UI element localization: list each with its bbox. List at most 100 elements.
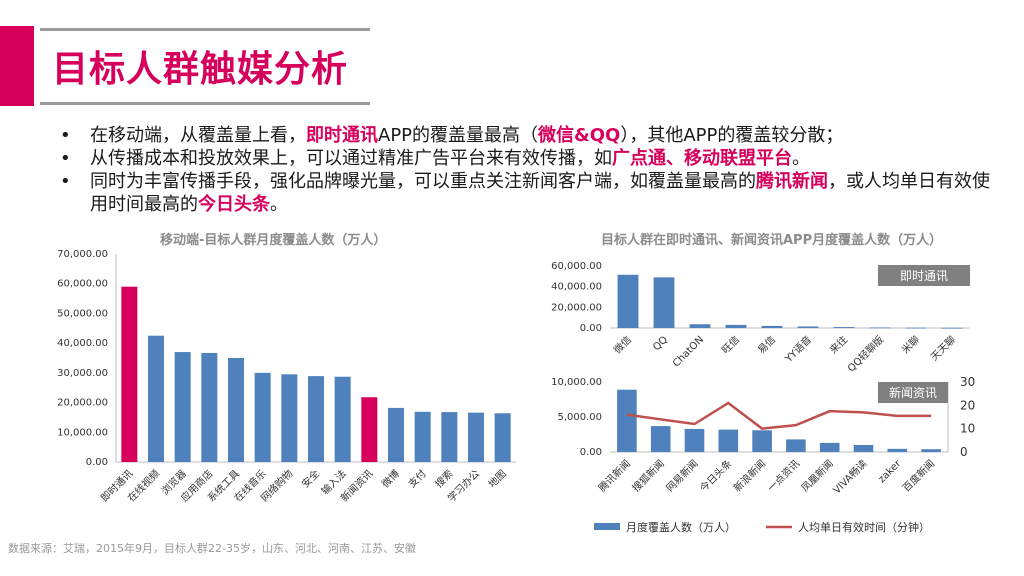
chart2-y-tick: 20,000.00 (551, 302, 602, 313)
chart2-category-label: ChatON (671, 334, 706, 369)
chart3-y2-tick: 10 (960, 422, 975, 436)
bullet-segment: APP的覆盖量最高（ (378, 125, 539, 146)
chart2-bar (617, 274, 639, 328)
chart2-category-label: QQ (651, 334, 670, 353)
chart3-bar (752, 430, 772, 452)
chart3-bar (887, 448, 908, 452)
chart1-bar (441, 412, 458, 462)
chart3-bar (718, 429, 739, 452)
chart1-category-label: 微博 (379, 467, 402, 490)
chart1-bar (201, 352, 218, 462)
bullet-segment: 。 (792, 148, 810, 169)
bullet-text: 在移动端，从覆盖量上看，即时通讯APP的覆盖量最高（微信&QQ），其他APP的覆… (90, 124, 843, 147)
chart1-bar (254, 372, 271, 462)
chart2-bar (869, 327, 891, 329)
bullet-dot: • (60, 125, 71, 146)
chart1-bar (121, 286, 138, 462)
chart3-category-label: 腾讯新闻 (596, 457, 633, 494)
chart1-y-tick: 10,000.00 (57, 427, 108, 438)
bullet-list: • 在移动端，从覆盖量上看，即时通讯APP的覆盖量最高（微信&QQ），其他APP的… (60, 124, 1000, 216)
bullet-segment: ，或人均单日有效使用时间最高的 (90, 171, 990, 215)
bullet-text: 从传播成本和投放效果上，可以通过精准广告平台来有效传播，如广点通、移动联盟平台。 (90, 147, 810, 170)
chart3-category-label: 今日头条 (697, 457, 734, 494)
chart1-category-label: 支付 (405, 467, 428, 490)
bullet-segment: ），其他APP的覆盖较分散； (620, 125, 844, 146)
chart1-bar (308, 376, 324, 462)
bullet-segment: 同时为丰富传播手段，强化品牌曝光量，可以重点关注新闻客户端，如覆盖量最高的 (90, 171, 756, 192)
chart1-category-label: 地图 (485, 467, 508, 490)
chart2-category-label: 米聊 (899, 333, 922, 356)
chart3-y-tick: 10,000.00 (551, 377, 602, 388)
legend-bar-label: 月度覆盖人数（万人） (626, 520, 736, 534)
chart3-category-label: 凤凰新闻 (798, 457, 835, 494)
chart2-y-tick: 40,000.00 (551, 282, 602, 293)
chart2-panel-tag (878, 265, 970, 286)
chart3-category-label: 搜狐新闻 (629, 457, 666, 494)
chart3-category-label: zaker (876, 458, 904, 486)
chart1-y-tick: 40,000.00 (57, 338, 108, 349)
chart3-time-line (626, 401, 932, 430)
bullet-item: • 从传播成本和投放效果上，可以通过精准广告平台来有效传播，如广点通、移动联盟平台… (60, 147, 1000, 170)
legend-bar-swatch (594, 523, 620, 530)
chart1-y-tick: 20,000.00 (57, 398, 108, 409)
chart1-bar (468, 412, 484, 462)
chart2-category-label: 旺信 (719, 334, 742, 357)
chart1-bar (228, 358, 244, 462)
chart3-category-label: VIVA畅读 (830, 457, 869, 496)
bullet-item: • 在移动端，从覆盖量上看，即时通讯APP的覆盖量最高（微信&QQ），其他APP的… (60, 124, 1000, 147)
chart2-bar (689, 324, 711, 328)
chart3-y-tick: 5,000.00 (557, 412, 602, 423)
chart2-bar (761, 325, 783, 328)
chart1-bar (494, 413, 511, 462)
chart3-category-label: 百度新闻 (900, 457, 937, 494)
chart2-bar (653, 277, 675, 328)
title-divider-bottom (40, 102, 370, 105)
bullet-highlight: 微信&QQ (538, 125, 621, 146)
chart2-category-label: 微信 (611, 333, 634, 356)
chart2-category-label: 来往 (827, 333, 850, 356)
bullet-highlight: 即时通讯 (306, 125, 378, 146)
bullet-highlight: 腾讯新闻 (756, 171, 828, 192)
bullet-segment: 在移动端，从覆盖量上看， (90, 125, 306, 146)
chart2-bar (905, 327, 927, 329)
chart3-category-label: 一点资讯 (765, 458, 802, 495)
chart2-category-label: YY语音 (781, 333, 814, 366)
bullet-text: 同时为丰富传播手段，强化品牌曝光量，可以重点关注新闻客户端，如覆盖量最高的腾讯新… (90, 170, 1000, 216)
chart2-panel-tag-label: 即时通讯 (900, 269, 948, 283)
bullet-item: • 同时为丰富传播手段，强化品牌曝光量，可以重点关注新闻客户端，如覆盖量最高的腾讯… (60, 170, 1000, 216)
bullet-dot: • (60, 148, 71, 169)
chart3-category-label: 新浪新闻 (731, 457, 768, 494)
chart1-category-label: 搜索 (432, 467, 455, 490)
chart2-title: 目标人群在即时通讯、新闻资讯APP月度覆盖人数（万人） (601, 233, 943, 248)
bullet-segment: 。 (270, 194, 288, 215)
chart3-y-tick: 0.00 (580, 447, 602, 458)
chart3-y2-tick: 20 (960, 398, 975, 412)
legend-line-label: 人均单日有效时间（分钟） (798, 520, 930, 534)
chart3-panel-tag (878, 382, 948, 403)
chart3-bar (921, 449, 941, 452)
chart3-category-label: 网易新闻 (663, 457, 700, 494)
chart2-category-label: QQ轻聊版 (845, 333, 887, 375)
chart1-y-tick: 70,000.00 (57, 249, 108, 260)
chart1-bar (334, 376, 351, 462)
chart2-y-tick: 0.00 (580, 323, 602, 334)
chart2-bar (725, 324, 747, 328)
chart2-y-tick: 60,000.00 (551, 261, 602, 272)
chart1-bar (414, 411, 431, 462)
chart3-bar (786, 439, 806, 452)
chart2-bar (941, 327, 963, 329)
chart2-bar (797, 326, 819, 328)
chart3-y2-tick: 30 (960, 375, 975, 389)
chart3-bar (853, 445, 874, 452)
title-divider-top (40, 28, 370, 31)
chart1-bar (361, 397, 378, 462)
chart1-bar (388, 407, 404, 462)
chart3-bar (819, 442, 840, 452)
chart1-bar (148, 335, 164, 462)
data-source-note: 数据来源：艾瑞，2015年9月，目标人群22-35岁，山东、河北、河南、江苏、安… (8, 542, 416, 555)
chart3-y2-tick: 0 (960, 445, 968, 459)
chart3-bar (617, 389, 637, 452)
chart1-bar (281, 374, 298, 462)
chart2-category-label: 易信 (755, 334, 778, 357)
